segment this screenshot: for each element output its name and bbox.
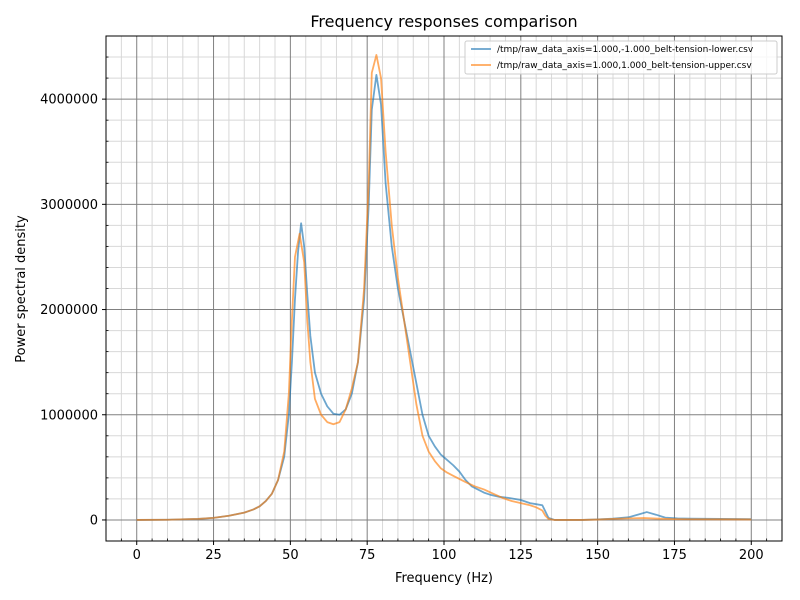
y-tick-label: 4000000 [40,93,98,108]
y-tick-label: 1000000 [40,408,98,423]
x-axis-ticks: 0 25 50 75 100 125 150 175 200 [120,538,768,563]
y-axis-label: Power spectral density [14,215,29,363]
chart-title: Frequency responses comparison [310,12,577,31]
x-tick-label: 200 [739,548,764,563]
x-tick-label: 0 [133,548,141,563]
x-axis-label: Frequency (Hz) [395,571,493,586]
legend-label-upper: /tmp/raw_data_axis=1.000,1.000_belt-tens… [497,61,752,71]
plot-area: 0 25 50 75 100 125 150 175 200 0 1000000 2000000 30… [40,35,783,563]
series-layer [136,54,752,521]
y-tick-label: 0 [90,513,98,528]
x-tick-label: 50 [282,548,299,563]
y-axis-ticks: 0 1000000 2000000 3000000 4000000 [40,56,109,528]
y-tick-label: 3000000 [40,198,98,213]
major-grid [106,36,782,541]
x-tick-label: 125 [508,548,533,563]
legend-label-lower: /tmp/raw_data_axis=1.000,-1.000_belt-ten… [497,45,754,55]
x-tick-label: 100 [432,548,457,563]
x-tick-label: 150 [585,548,610,563]
series-line-upper [136,54,752,521]
y-tick-label: 2000000 [40,303,98,318]
x-tick-label: 25 [205,548,222,563]
legend-box [464,40,778,75]
x-tick-label: 75 [359,548,376,563]
legend: /tmp/raw_data_axis=1.000,-1.000_belt-ten… [464,40,778,75]
x-tick-label: 175 [662,548,687,563]
